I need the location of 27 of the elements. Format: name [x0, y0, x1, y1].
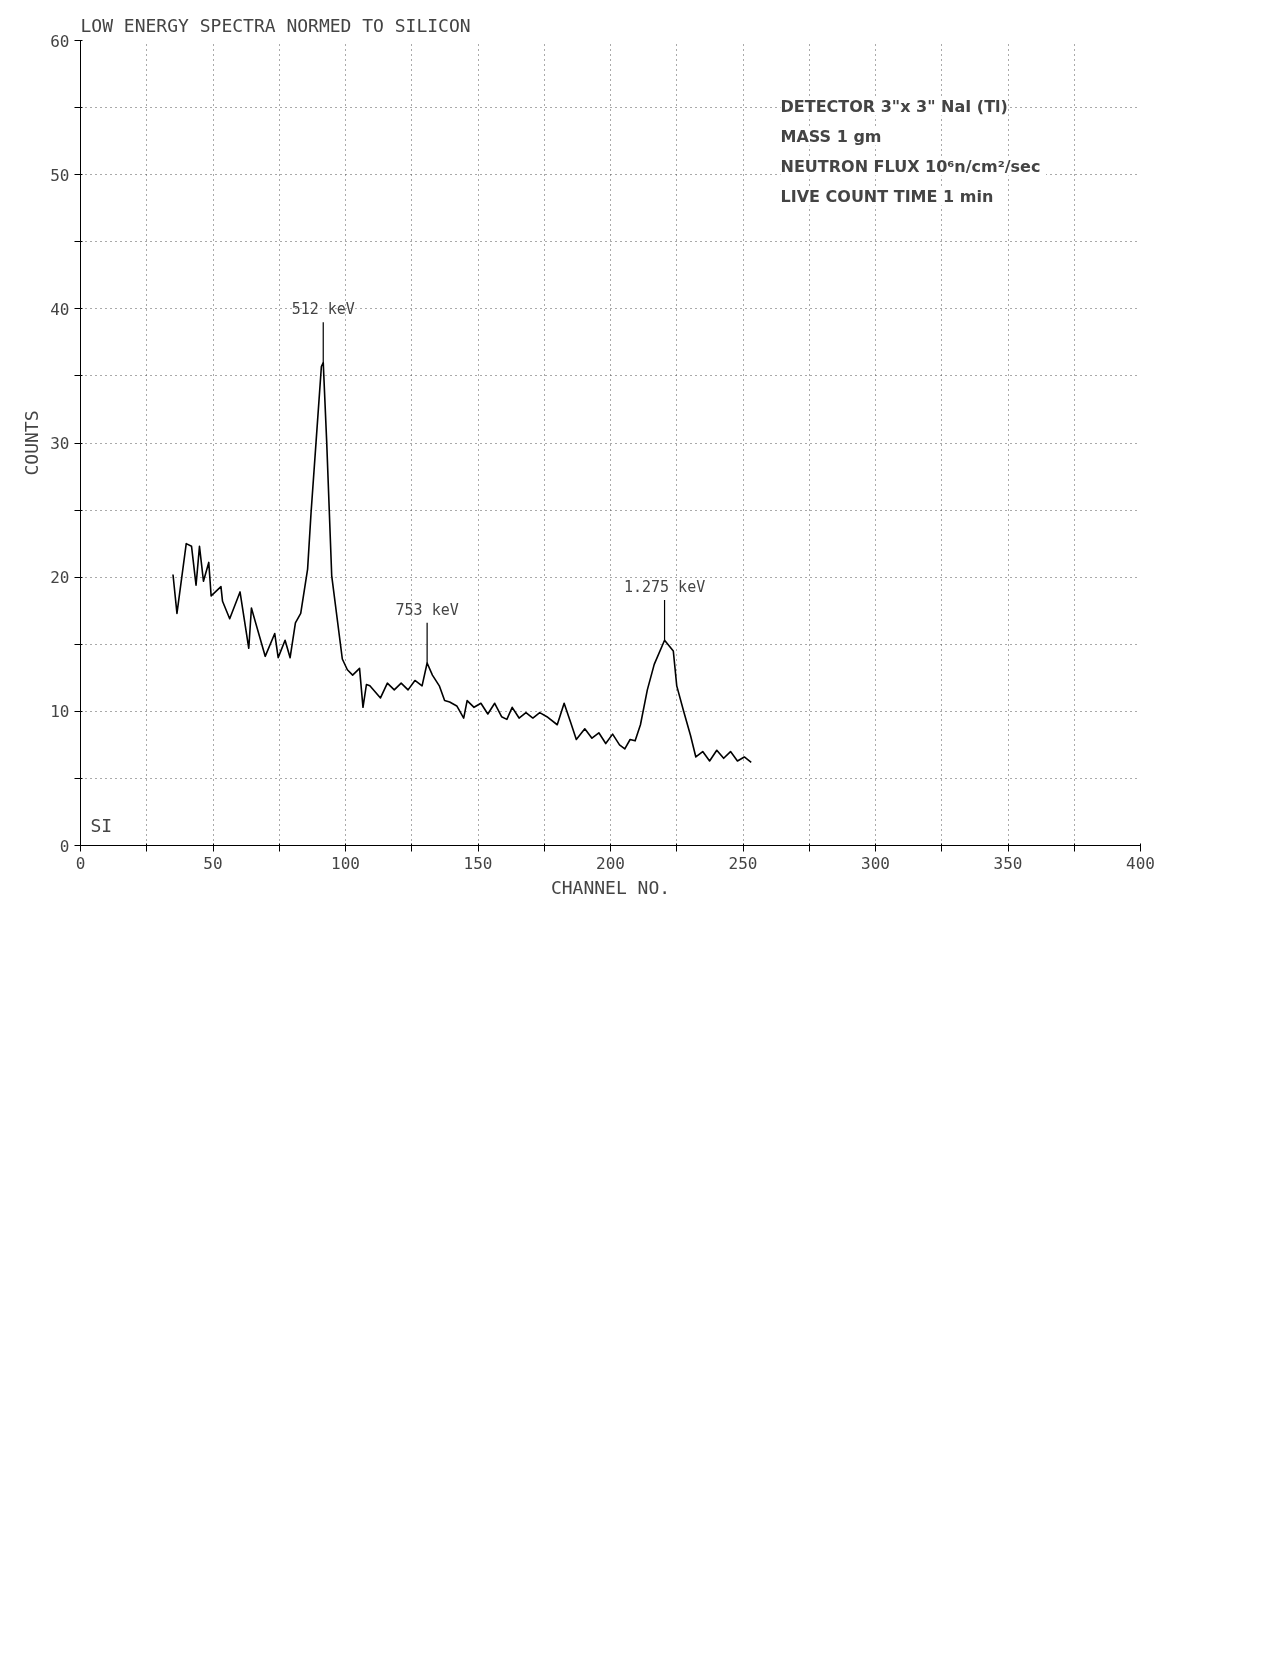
- x-tick-label: 150: [463, 853, 493, 873]
- annotation: NEUTRON FLUX 10⁶n/cm²/sec: [780, 156, 1041, 176]
- annotation: 1.275 keV: [623, 577, 706, 596]
- annotation: DETECTOR 3"x 3" NaI (Tl): [780, 96, 1008, 116]
- y-tick-label: 40: [50, 299, 70, 319]
- x-tick-label: 400: [1126, 853, 1155, 873]
- x-tick-label: 100: [331, 853, 360, 873]
- y-tick-label: 0: [59, 836, 70, 856]
- x-tick-label: 300: [861, 853, 890, 873]
- y-tick-label: 20: [50, 568, 70, 588]
- x-tick-label: 200: [596, 853, 625, 873]
- y-axis-title: COUNTS: [21, 410, 43, 476]
- x-tick-label: 50: [203, 853, 223, 873]
- y-tick-label: 50: [50, 165, 70, 185]
- x-axis-title: CHANNEL NO.: [550, 876, 671, 898]
- annotation: MASS 1 gm: [780, 126, 882, 146]
- x-tick-label: 0: [75, 853, 86, 873]
- x-tick-label: 350: [993, 853, 1023, 873]
- annotation: LIVE COUNT TIME 1 min: [780, 186, 994, 206]
- x-tick-label: 250: [728, 853, 758, 873]
- y-tick-label: 10: [50, 702, 70, 722]
- annotation: 753 keV: [395, 600, 459, 619]
- chart-title: LOW ENERGY SPECTRA NORMED TO SILICON: [80, 14, 471, 36]
- annotation: SI: [90, 814, 113, 836]
- annotation: 512 keV: [291, 300, 355, 319]
- y-tick-label: 30: [50, 434, 70, 453]
- y-tick-label: 60: [50, 31, 70, 51]
